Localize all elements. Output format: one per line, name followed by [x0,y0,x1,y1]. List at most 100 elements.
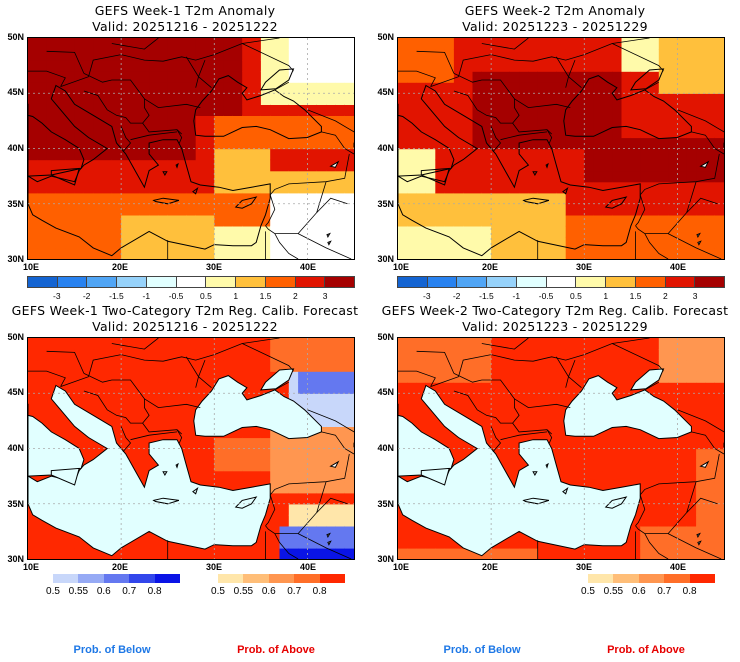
country-border [512,122,552,135]
colorbar-swatch [695,277,725,287]
country-border [264,231,266,259]
country-border [398,70,436,87]
panel-valid-dates: Valid: 20251216 - 20251222 [92,319,278,334]
colorbar-swatch [294,574,320,583]
country-border [242,43,294,72]
colorbar-swatch [146,277,177,287]
colorbar-swatch [606,277,636,287]
prob-above-colorbar [218,574,346,583]
island [532,171,538,177]
country-border [269,153,350,196]
lat-label: 50N [7,332,24,342]
colorbar-tick-label: 0.55 [68,586,89,597]
country-border [316,497,348,513]
anomaly-colorbar [397,276,725,288]
colorbar-swatch [154,574,181,583]
colorbar-tick-label: -2 [452,291,461,301]
country-border [644,381,659,391]
lat-label: 50N [377,32,394,42]
colorbar-tick-label: 2 [662,291,668,301]
coastline [629,368,665,391]
island [420,467,450,486]
lon-label: 40E [670,262,687,272]
lat-label: 45N [7,387,24,397]
map-week1-twocat [27,337,355,560]
lon-label: 10E [393,562,410,572]
country-border [453,373,520,424]
country-border [111,338,159,350]
country-border [639,153,720,196]
lake [326,232,331,239]
colorbar-tick-label: 2 [292,291,298,301]
colorbar-tick-label: 0.5 [46,586,60,597]
island [604,196,628,209]
country-border [130,431,178,441]
island [604,496,628,509]
panel-title: GEFS Week-2 Two-Category T2m Reg. Calib.… [381,303,729,318]
country-border [500,131,548,141]
colorbar-swatch [319,574,346,583]
island [192,187,199,195]
colorbar-swatch [638,574,665,583]
country-border [398,370,436,387]
island [50,167,80,186]
country-border [307,409,354,433]
lat-label: 40N [377,443,394,453]
lat-label: 30N [7,554,24,564]
colorbar-tick-label: -2 [82,291,91,301]
country-border [111,38,159,50]
country-border [555,56,582,89]
panel-title: GEFS Week-1 Two-Category T2m Reg. Calib.… [11,303,359,318]
prob-above-colorbar [588,574,716,583]
lat-label: 30N [377,254,394,264]
colorbar-tick-label: 1.5 [629,291,642,301]
coastline [398,84,641,257]
colorbar-tick-label: 0.7 [122,586,137,597]
coastline [259,68,295,91]
lat-label: 35N [377,499,394,509]
country-border [612,43,664,72]
lake [326,532,331,539]
island [420,167,450,186]
lat-label: 50N [377,332,394,342]
coastline [28,384,271,557]
colorbar-tick-label: 0.5 [211,586,225,597]
country-border [307,109,354,133]
country-border [60,338,280,387]
country-border [635,494,646,527]
lon-label: 10E [23,262,40,272]
colorbar-swatch [613,574,639,583]
lat-label: 45N [377,387,394,397]
country-border [514,98,571,109]
lat-label: 45N [377,87,394,97]
footer-prob-above-label: Prob. of Above [237,644,315,656]
country-border [453,73,520,124]
island [50,467,80,486]
colorbar-swatch [487,277,517,287]
colorbar-swatch [28,277,58,287]
colorbar-swatch [129,574,155,583]
panel-valid-dates: Valid: 20251223 - 20251229 [462,19,648,34]
lon-label: 40E [300,262,317,272]
country-border [60,38,280,87]
country-border [416,350,455,374]
country-border [46,50,85,74]
colorbar-tick-label: 0.8 [147,586,162,597]
island [192,487,199,495]
colorbar-tick-label: 0.5 [581,586,595,597]
country-border [274,81,289,91]
colorbar-swatch [236,277,266,287]
lat-label: 35N [7,199,24,209]
map-week2-anomaly [397,37,725,260]
island [234,196,258,209]
country-border [635,181,697,235]
country-border [83,73,150,124]
lon-label: 20E [112,562,129,572]
country-border [176,129,183,145]
colorbar-tick-label: 0.5 [569,291,582,301]
lake [329,460,340,468]
colorbar-swatch [664,574,690,583]
country-border [644,533,669,559]
country-border [416,50,455,74]
island [522,197,550,205]
